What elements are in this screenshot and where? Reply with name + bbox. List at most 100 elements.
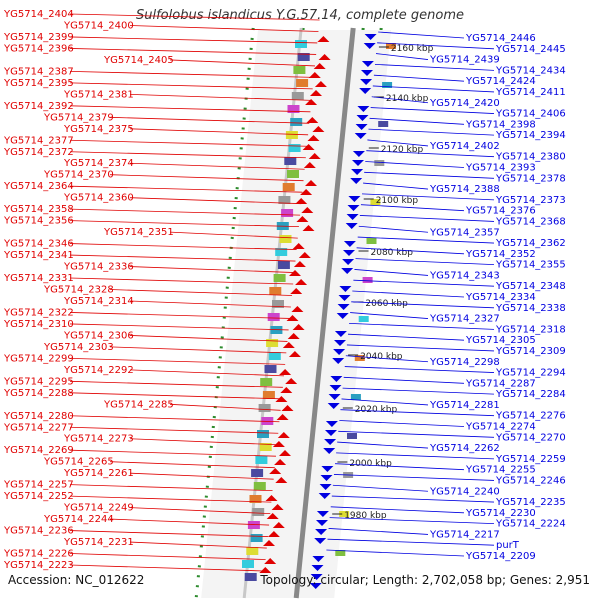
reverse-gene-arrow [361,70,373,76]
gene-label-right: YG5714_2281 [429,400,500,411]
reverse-gene-arrow [332,358,345,364]
forward-gene-arrow [295,279,308,285]
feature-block [273,274,286,282]
gene-leader-right [341,398,429,406]
forward-gene-arrow [276,414,289,420]
reverse-gene-arrow [325,430,337,436]
gene-label-left: YG5714_2358 [3,204,74,215]
gene-label-left: YG5714_2404 [3,9,74,20]
gene-label-left: YG5714_2257 [3,480,74,491]
feature-block [253,482,266,490]
forward-gene-arrow [288,351,301,357]
reverse-gene-arrow [311,565,324,571]
gene-label-right: YG5714_2255 [465,465,536,476]
forward-gene-arrow [303,162,316,168]
feature-block [252,508,265,516]
reverse-gene-arrow [316,511,329,517]
scale-label: 2060 kbp [365,299,408,309]
gene-label-left: YG5714_2249 [63,503,134,514]
forward-gene-arrow [286,315,299,321]
forward-gene-arrow [291,306,304,312]
gene-label-right: YG5714_2373 [495,195,566,206]
forward-gene-arrow [279,369,292,375]
reverse-gene-arrow [315,529,328,535]
feature-block [261,417,274,425]
gene-label-right: YG5714_2259 [495,454,566,465]
gene-label-right: YG5714_2398 [465,119,536,130]
gene-leader-left [109,116,310,124]
gene-leader-left [109,518,270,526]
gene-leader-right [346,344,495,352]
reverse-gene-arrow [346,214,359,220]
forward-gene-arrow [317,36,330,42]
gene-leader-left [109,289,293,296]
forward-gene-arrow [277,432,290,438]
topology-summary: Topology: circular; Length: 2,702,058 bp… [260,573,590,587]
gene-leader-left [69,564,265,572]
gene-label-right: YG5714_2284 [495,389,566,400]
forward-gene-arrow [298,252,311,258]
feature-block [362,277,373,283]
gene-leader-left [69,220,299,228]
reverse-gene-arrow [319,484,332,490]
feature-block [287,170,299,178]
gene-leader-right [353,279,495,287]
forward-gene-arrow [274,459,287,465]
gene-leader-left [69,82,313,90]
reverse-gene-arrow [318,493,331,499]
gene-leader-right [369,117,465,125]
gene-label-left: YG5714_2372 [3,147,74,158]
gene-label-right: YG5714_2276 [495,411,566,422]
gene-leader-left [129,438,278,446]
gene-label-right: purT [496,540,520,551]
gene-label-right: YG5714_2305 [465,335,536,346]
feature-block [246,547,259,555]
scale-label: 2020 kbp [355,405,398,415]
forward-gene-arrow [292,324,305,330]
gene-label-right: YG5714_2420 [429,98,500,109]
gene-label-left: YG5714_2310 [3,319,74,330]
gene-label-left: YG5714_2288 [3,388,74,399]
genome-backbone [293,27,356,599]
gene-leader-left [129,197,302,205]
accession-label: Accession: NC_012622 [8,573,145,587]
gene-leader-left [129,541,267,549]
gene-label-right: YG5714_2439 [429,55,500,66]
gene-leader-left [129,507,271,515]
forward-gene-arrow [318,54,331,60]
reverse-gene-arrow [357,106,370,112]
scale-label: 2100 kbp [376,196,419,206]
reverse-gene-arrow [352,151,365,157]
reverse-gene-arrow [327,403,340,409]
gene-leader-right [371,96,429,104]
gene-label-right: YG5714_2434 [495,65,566,76]
reverse-gene-arrow [361,61,374,67]
feature-block [279,235,292,243]
gene-leader-left [69,70,314,78]
feature-block [358,316,369,322]
gene-label-left: YG5714_2292 [63,365,134,376]
gene-leader-right [332,484,429,492]
gene-label-left: YG5714_2244 [43,514,114,525]
gene-label-left: YG5714_2395 [3,78,74,89]
reverse-gene-arrow [320,475,333,481]
gene-label-right: YG5714_2230 [465,508,536,519]
gene-leader-right [359,215,495,222]
gene-label-right: YG5714_2411 [495,87,566,98]
gene-label-right: YG5714_2406 [495,109,566,120]
gene-label-left: YG5714_2364 [3,181,74,192]
gene-label-left: YG5714_2399 [3,32,74,43]
gene-leader-right [378,31,465,39]
gene-label-right: YG5714_2287 [465,378,536,389]
forward-gene-arrow [308,153,321,159]
gene-leader-right [361,193,495,201]
forward-gene-arrow [313,63,326,69]
gene-leader-right [329,517,495,525]
reverse-gene-arrow [329,385,342,391]
gene-leader-right [373,74,465,82]
gene-leader-right [366,150,495,158]
gene-leader-left [69,13,320,21]
gene-label-left: YG5714_2269 [3,445,74,456]
feature-block [249,495,262,503]
